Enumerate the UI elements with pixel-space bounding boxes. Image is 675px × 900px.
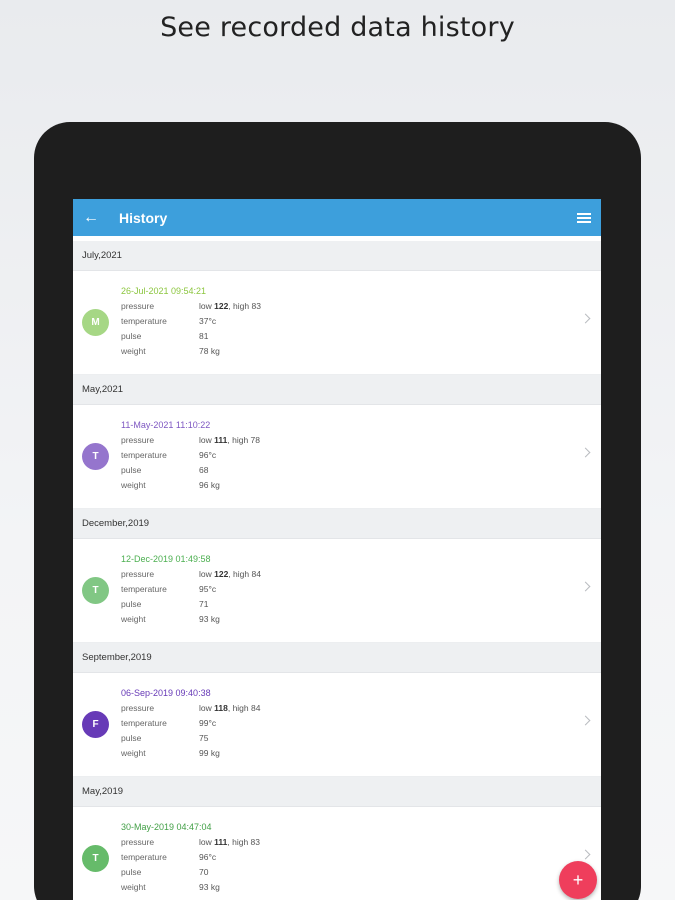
history-row[interactable]: T 11-May-2021 11:10:22 pressure low 111, … <box>73 405 601 509</box>
temperature-value: 95°c <box>199 584 217 594</box>
temperature-value: 37°c <box>199 316 217 326</box>
avatar: T <box>82 443 109 470</box>
weight-value: 78 kg <box>199 346 220 356</box>
weight-label: weight <box>121 748 146 758</box>
weight-value: 93 kg <box>199 882 220 892</box>
temperature-label: temperature <box>121 852 167 862</box>
pulse-value: 71 <box>199 599 209 609</box>
avatar: T <box>82 577 109 604</box>
temperature-label: temperature <box>121 316 167 326</box>
pressure-label: pressure <box>121 435 155 445</box>
history-row[interactable]: F 06-Sep-2019 09:40:38 pressure low 118, … <box>73 673 601 777</box>
temperature-label: temperature <box>121 718 167 728</box>
pressure-label: pressure <box>121 703 155 713</box>
weight-label: weight <box>121 614 146 624</box>
pulse-label: pulse <box>121 331 142 341</box>
temperature-value: 96°c <box>199 450 217 460</box>
add-record-button[interactable]: + <box>559 861 597 899</box>
weight-value: 96 kg <box>199 480 220 490</box>
entry-date: 06-Sep-2019 09:40:38 <box>121 688 211 698</box>
avatar: T <box>82 845 109 872</box>
pressure-value: low 118, high 84 <box>199 703 261 713</box>
weight-value: 99 kg <box>199 748 220 758</box>
pulse-label: pulse <box>121 599 142 609</box>
pulse-label: pulse <box>121 733 142 743</box>
pulse-value: 75 <box>199 733 209 743</box>
chevron-right-icon <box>580 715 591 726</box>
pressure-value: low 122, high 83 <box>199 301 261 311</box>
section-header: July,2021 <box>73 241 601 271</box>
entry-date: 12-Dec-2019 01:49:58 <box>121 554 211 564</box>
weight-label: weight <box>121 346 146 356</box>
temperature-value: 96°c <box>199 852 217 862</box>
history-row[interactable]: M 26-Jul-2021 09:54:21 pressure low 122, … <box>73 271 601 375</box>
avatar: F <box>82 711 109 738</box>
chevron-right-icon <box>580 313 591 324</box>
entry-fields: pressure low 111, high 83 temperature 96°c… <box>121 837 260 897</box>
entry-date: 30-May-2019 04:47:04 <box>121 822 212 832</box>
temperature-label: temperature <box>121 450 167 460</box>
hamburger-menu-icon[interactable] <box>577 212 591 223</box>
entry-date: 26-Jul-2021 09:54:21 <box>121 286 207 296</box>
arrow-left-icon[interactable]: ← <box>83 208 99 226</box>
history-row[interactable]: T 30-May-2019 04:47:04 pressure low 111, … <box>73 807 601 900</box>
pressure-label: pressure <box>121 569 155 579</box>
entry-fields: pressure low 111, high 78 temperature 96°c… <box>121 435 260 495</box>
app-screen: ← History July,2021 M 26-Jul-2021 09:54:… <box>73 199 601 900</box>
section-header: May,2021 <box>73 375 601 405</box>
pulse-label: pulse <box>121 465 142 475</box>
entry-fields: pressure low 118, high 84 temperature 99°c… <box>121 703 260 763</box>
pressure-value: low 122, high 84 <box>199 569 261 579</box>
temperature-value: 99°c <box>199 718 217 728</box>
promo-headline: See recorded data history <box>160 12 515 43</box>
pulse-value: 70 <box>199 867 209 877</box>
pulse-value: 81 <box>199 331 209 341</box>
pressure-value: low 111, high 83 <box>199 837 260 847</box>
temperature-label: temperature <box>121 584 167 594</box>
section-header: December,2019 <box>73 509 601 539</box>
section-header: May,2019 <box>73 777 601 807</box>
pressure-label: pressure <box>121 837 155 847</box>
weight-value: 93 kg <box>199 614 220 624</box>
pressure-value: low 111, high 78 <box>199 435 260 445</box>
weight-label: weight <box>121 480 146 490</box>
page-title: History <box>119 209 168 226</box>
section-header: September,2019 <box>73 643 601 673</box>
entry-date: 11-May-2021 11:10:22 <box>121 420 211 430</box>
chevron-right-icon <box>580 447 591 458</box>
chevron-right-icon <box>580 581 591 592</box>
entry-fields: pressure low 122, high 83 temperature 37°c… <box>121 301 261 361</box>
pressure-label: pressure <box>121 301 155 311</box>
entry-fields: pressure low 122, high 84 temperature 95°c… <box>121 569 261 629</box>
app-bar: ← History <box>73 199 601 236</box>
pulse-label: pulse <box>121 867 142 877</box>
chevron-right-icon <box>580 849 591 860</box>
weight-label: weight <box>121 882 146 892</box>
history-row[interactable]: T 12-Dec-2019 01:49:58 pressure low 122, … <box>73 539 601 643</box>
pulse-value: 68 <box>199 465 209 475</box>
avatar: M <box>82 309 109 336</box>
